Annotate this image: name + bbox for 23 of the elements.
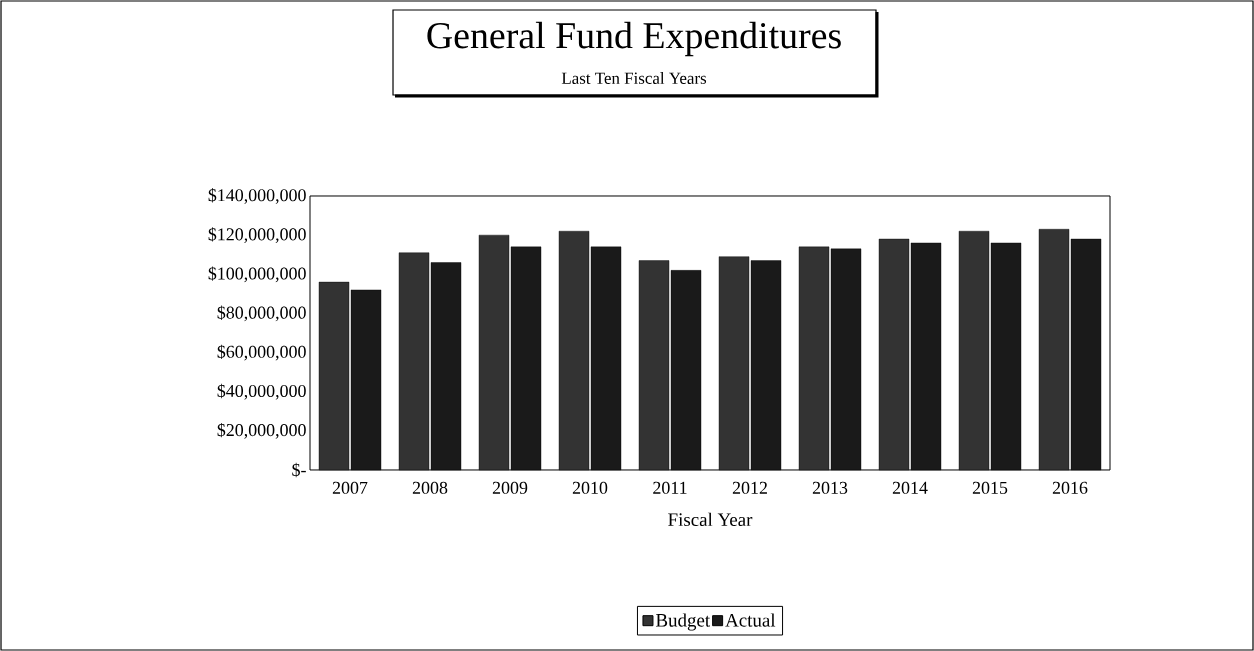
x-tick-label: 2012 [732, 481, 767, 494]
chart-title: General Fund Expenditures [427, 21, 841, 57]
x-tick-label: 2009 [492, 481, 528, 494]
y-tick-label: $20,000,000 [217, 422, 306, 439]
y-tick-label: $- [292, 462, 306, 478]
y-tick-label: $100,000,000 [208, 266, 306, 283]
x-tick-label: 2010 [572, 481, 608, 494]
y-tick-label: $40,000,000 [217, 383, 306, 400]
x-tick-label: 2011 [653, 481, 687, 494]
x-axis-title: Fiscal Year [668, 512, 753, 527]
legend-label: Actual [725, 613, 776, 627]
x-tick-label: 2016 [1052, 481, 1088, 494]
x-tick-label: 2014 [892, 481, 928, 494]
x-tick-label: 2007 [332, 481, 368, 494]
y-tick-label: $80,000,000 [217, 305, 306, 322]
y-tick-label: $120,000,000 [208, 227, 306, 244]
legend-label: Budget [655, 613, 711, 631]
x-tick-label: 2013 [812, 481, 848, 494]
y-tick-label: $140,000,000 [208, 188, 306, 204]
x-tick-label: 2008 [412, 481, 448, 494]
x-tick-label: 2015 [972, 481, 1008, 494]
chart-subtitle: Last Ten Fiscal Years [561, 72, 707, 84]
y-tick-label: $60,000,000 [217, 344, 306, 361]
